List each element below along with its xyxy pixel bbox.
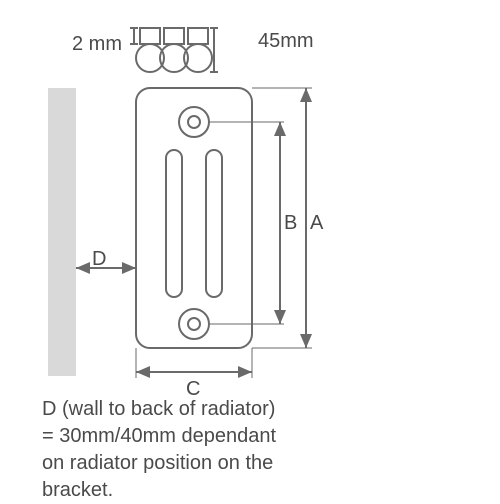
caption-text: D (wall to back of radiator) = 30mm/40mm…	[42, 396, 276, 504]
caption-line-2: = 30mm/40mm dependant	[42, 423, 276, 450]
caption-line-3: on radiator position on the	[42, 450, 276, 477]
label-dim-D: D	[92, 248, 106, 271]
diagram-canvas: 45mm 2 mm A B C D D (wall to back of rad…	[0, 0, 500, 500]
caption-line-1: D (wall to back of radiator)	[42, 396, 276, 423]
label-dim-A: A	[310, 212, 323, 235]
label-dim-B: B	[284, 212, 297, 235]
label-height-45mm: 45mm	[258, 30, 314, 53]
label-gap-2mm: 2 mm	[72, 33, 122, 56]
